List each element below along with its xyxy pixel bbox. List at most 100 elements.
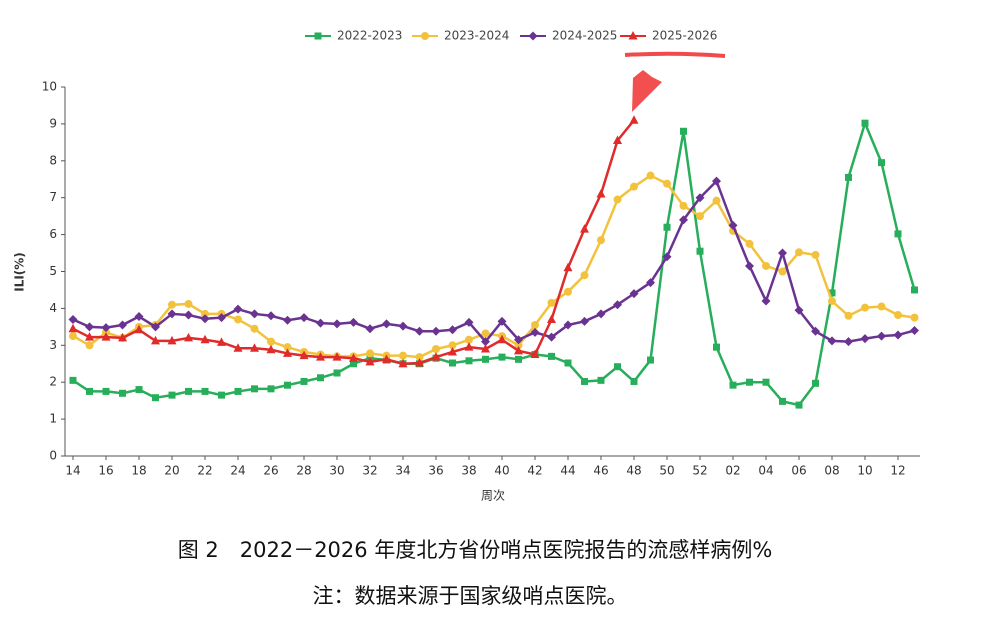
data-point bbox=[119, 389, 126, 397]
data-point bbox=[629, 289, 639, 299]
data-point bbox=[86, 387, 93, 395]
data-point bbox=[746, 378, 753, 386]
data-point bbox=[283, 315, 292, 325]
data-point bbox=[844, 311, 853, 320]
x-tick-label: 36 bbox=[428, 464, 443, 478]
data-point bbox=[663, 223, 671, 231]
data-point bbox=[795, 401, 803, 409]
data-point bbox=[299, 350, 309, 360]
data-point bbox=[431, 352, 441, 361]
data-point bbox=[316, 352, 325, 361]
legend-marker bbox=[628, 31, 638, 40]
data-point bbox=[680, 127, 687, 135]
data-point bbox=[250, 309, 259, 319]
data-point bbox=[662, 252, 672, 262]
data-point bbox=[234, 387, 242, 395]
x-tick-label: 02 bbox=[725, 464, 740, 478]
data-point bbox=[464, 317, 474, 327]
data-point bbox=[316, 318, 325, 328]
y-tick-label: 9 bbox=[49, 116, 57, 130]
data-point bbox=[382, 319, 391, 329]
data-point bbox=[167, 309, 177, 319]
data-point bbox=[597, 376, 605, 384]
data-point bbox=[894, 311, 902, 320]
data-point bbox=[762, 261, 770, 270]
data-point bbox=[597, 236, 605, 245]
data-point bbox=[530, 327, 540, 337]
data-point bbox=[548, 352, 555, 360]
data-point bbox=[481, 329, 490, 338]
data-point bbox=[679, 215, 688, 225]
data-point bbox=[151, 322, 160, 332]
data-point bbox=[514, 341, 523, 350]
data-point bbox=[431, 326, 441, 336]
data-point bbox=[284, 381, 291, 389]
data-point bbox=[811, 326, 820, 336]
x-tick-label: 22 bbox=[197, 464, 212, 478]
caption: 图 2 2022－2026 年度北方省份哨点医院报告的流感样病例% bbox=[178, 538, 773, 562]
data-point bbox=[530, 349, 540, 359]
series-line bbox=[72, 174, 915, 359]
data-point bbox=[547, 298, 556, 307]
data-point bbox=[547, 314, 556, 323]
x-tick-label: 12 bbox=[890, 464, 905, 478]
data-point bbox=[844, 337, 853, 347]
x-tick-label: 16 bbox=[98, 464, 113, 478]
data-point bbox=[812, 379, 819, 387]
y-axis-label: ILI(%) bbox=[13, 252, 27, 292]
data-point bbox=[581, 377, 588, 385]
data-point bbox=[911, 286, 918, 294]
data-point bbox=[465, 335, 473, 344]
x-tick-label: 44 bbox=[560, 464, 575, 478]
data-point bbox=[629, 115, 639, 124]
data-point bbox=[647, 356, 654, 364]
data-point bbox=[498, 353, 506, 361]
data-point bbox=[827, 336, 837, 346]
data-point bbox=[283, 343, 292, 352]
data-point bbox=[217, 337, 226, 346]
data-point bbox=[415, 326, 424, 336]
data-point bbox=[234, 315, 242, 324]
data-point bbox=[646, 171, 655, 180]
data-point bbox=[250, 343, 259, 352]
data-point bbox=[201, 387, 209, 395]
annotation-arrow bbox=[632, 70, 662, 112]
y-tick-label: 2 bbox=[49, 375, 57, 389]
data-point bbox=[300, 377, 308, 385]
data-point bbox=[894, 230, 902, 238]
data-point bbox=[464, 342, 474, 351]
data-point bbox=[349, 317, 358, 327]
data-point bbox=[778, 267, 787, 276]
data-point bbox=[184, 332, 193, 342]
x-tick-label: 48 bbox=[626, 464, 641, 478]
data-point bbox=[778, 248, 787, 258]
data-point bbox=[68, 323, 78, 333]
x-tick-label: 20 bbox=[164, 464, 179, 478]
data-point bbox=[563, 320, 573, 330]
data-point bbox=[663, 179, 671, 188]
data-point bbox=[250, 324, 259, 333]
data-point bbox=[365, 324, 375, 334]
annotation-underline bbox=[624, 51, 726, 58]
data-point bbox=[713, 343, 720, 351]
legend-label: 2024-2025 bbox=[552, 29, 617, 43]
y-tick-label: 5 bbox=[49, 264, 57, 278]
data-point bbox=[795, 248, 803, 257]
x-tick-label: 50 bbox=[659, 464, 674, 478]
data-point bbox=[415, 358, 424, 367]
x-tick-label: 46 bbox=[593, 464, 608, 478]
y-tick-label: 4 bbox=[49, 301, 57, 315]
data-point bbox=[366, 349, 374, 358]
data-point bbox=[432, 344, 440, 353]
x-tick-label: 42 bbox=[527, 464, 542, 478]
data-point bbox=[168, 391, 176, 399]
data-point bbox=[877, 331, 886, 341]
data-point bbox=[893, 330, 903, 340]
data-point bbox=[762, 378, 770, 386]
data-point bbox=[118, 320, 127, 330]
data-point bbox=[398, 358, 408, 368]
y-tick-label: 7 bbox=[49, 190, 57, 204]
data-point bbox=[233, 343, 243, 352]
data-point bbox=[200, 334, 210, 344]
